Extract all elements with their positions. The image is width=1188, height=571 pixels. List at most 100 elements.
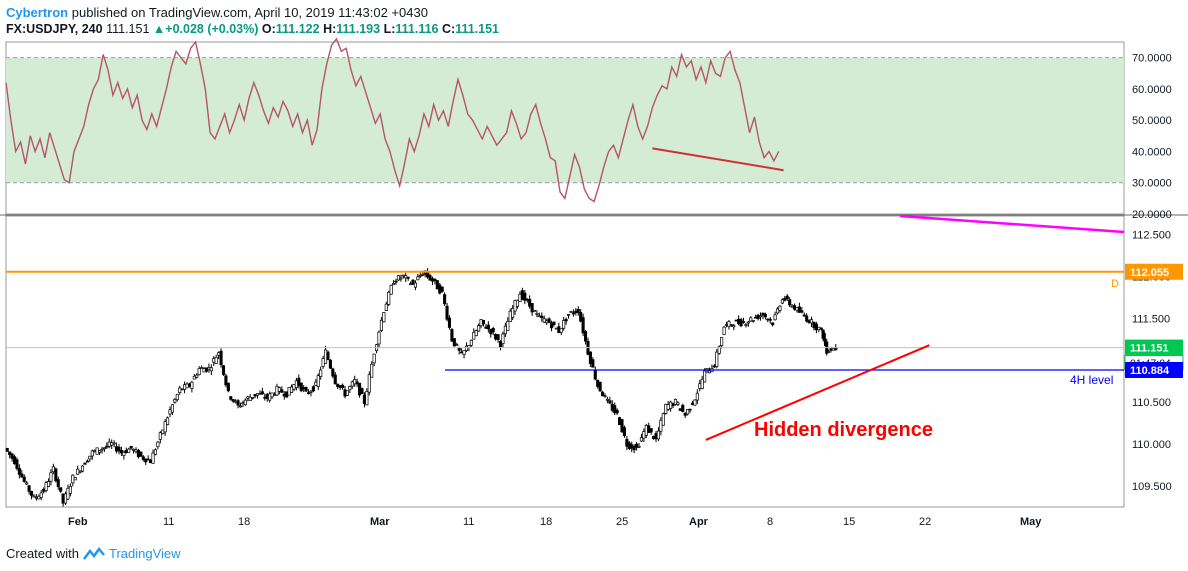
candle-body <box>698 383 702 389</box>
author-name[interactable]: Cybertron <box>6 5 69 20</box>
candle-body <box>302 387 306 390</box>
candle-body <box>238 405 243 408</box>
candle-body <box>642 431 646 439</box>
candle-body <box>185 383 189 389</box>
candle-body <box>805 315 809 322</box>
candle-body <box>399 277 403 280</box>
candle-body <box>773 314 777 321</box>
candle-body <box>596 379 600 387</box>
candle-body <box>90 450 94 457</box>
candle-body <box>241 402 245 404</box>
candle-body <box>372 353 376 364</box>
candle-body <box>282 393 286 397</box>
candle-body <box>61 493 65 504</box>
candle-body <box>287 386 291 396</box>
candle-body <box>695 392 699 401</box>
candle-body <box>263 396 267 399</box>
candle-body <box>93 450 97 452</box>
candle-body <box>384 303 388 311</box>
price-tick-label: 110.000 <box>1132 439 1171 451</box>
candle-body <box>669 401 673 409</box>
candle-body <box>435 280 439 290</box>
candle-body <box>768 318 772 321</box>
candle-body <box>562 320 566 329</box>
candle-body <box>56 479 60 488</box>
publish-text: published on TradingView.com, April 10, … <box>71 5 428 20</box>
candle-body <box>153 449 157 455</box>
magenta-trendline[interactable] <box>899 214 1125 234</box>
candle-body <box>406 276 410 279</box>
candle-body <box>795 307 799 311</box>
candle-body <box>413 282 418 288</box>
candle-body <box>421 273 425 276</box>
candle-body <box>333 374 337 385</box>
candle-body <box>163 421 167 433</box>
candle-body <box>491 328 495 333</box>
candle-body <box>712 365 716 368</box>
candle-body <box>452 338 456 347</box>
candle-body <box>258 393 262 395</box>
candle-body <box>280 389 284 393</box>
divergence-trendline[interactable] <box>705 344 930 441</box>
candle-body <box>71 474 75 484</box>
rsi-divergence-line <box>652 147 784 172</box>
up-triangle-icon: ▲ <box>152 22 166 36</box>
candle-body <box>775 308 780 314</box>
candle-body <box>234 400 238 403</box>
candle-body <box>559 328 563 333</box>
candle-body <box>717 346 721 354</box>
candle-body <box>29 490 34 496</box>
candle-body <box>549 322 554 329</box>
candle-body <box>219 350 223 366</box>
chart-area[interactable]: 70.0000 60.0000 50.0000 40.0000 30.0000 20.00… <box>0 0 1188 540</box>
candle-body <box>601 391 605 397</box>
candle-body <box>17 467 21 475</box>
last-price-tag-bg <box>1125 339 1183 356</box>
candle-body <box>440 286 444 292</box>
support-price-tag: 110.884 <box>1130 365 1170 377</box>
candle-body <box>518 293 522 303</box>
d-marker: D <box>1111 278 1119 290</box>
candle-body <box>489 328 493 335</box>
candle-body <box>102 447 106 450</box>
candle-body <box>76 468 80 475</box>
candle-body <box>569 311 573 313</box>
candle-body <box>207 367 211 370</box>
candle-body <box>792 305 797 310</box>
hidden-divergence-label: Hidden divergence <box>754 419 933 441</box>
candle-body <box>136 449 140 458</box>
candle-body <box>39 492 43 498</box>
candle-body <box>404 275 408 279</box>
candle-body <box>729 324 733 326</box>
candle-body <box>566 314 571 316</box>
candle-body <box>666 404 670 410</box>
candle-body <box>316 375 320 387</box>
candle-body <box>248 396 252 401</box>
candle-body <box>272 394 277 396</box>
candle-body <box>253 394 257 397</box>
candle-body <box>411 279 415 285</box>
candle-body <box>214 356 218 364</box>
candle-body <box>457 347 461 351</box>
candle-body <box>647 425 651 434</box>
candle-body <box>630 444 634 449</box>
candle-body <box>635 443 639 448</box>
candle-body <box>746 321 750 324</box>
candle-body <box>389 285 393 295</box>
candle-body <box>608 400 612 404</box>
candle-body <box>788 299 792 306</box>
candle-body <box>321 358 325 367</box>
candle-body <box>112 442 116 445</box>
candle-body <box>122 451 126 456</box>
candle-body <box>360 388 364 395</box>
candle-body <box>204 367 209 372</box>
candle-body <box>829 348 833 351</box>
candle-body <box>693 399 697 406</box>
price-tick-label: 109.500 <box>1132 481 1172 493</box>
candle-body <box>224 375 228 386</box>
candle-body <box>297 377 301 387</box>
brand-name[interactable]: TradingView <box>108 546 181 561</box>
candle-body <box>508 310 512 323</box>
candle-body <box>576 309 580 313</box>
candle-body <box>785 295 789 299</box>
